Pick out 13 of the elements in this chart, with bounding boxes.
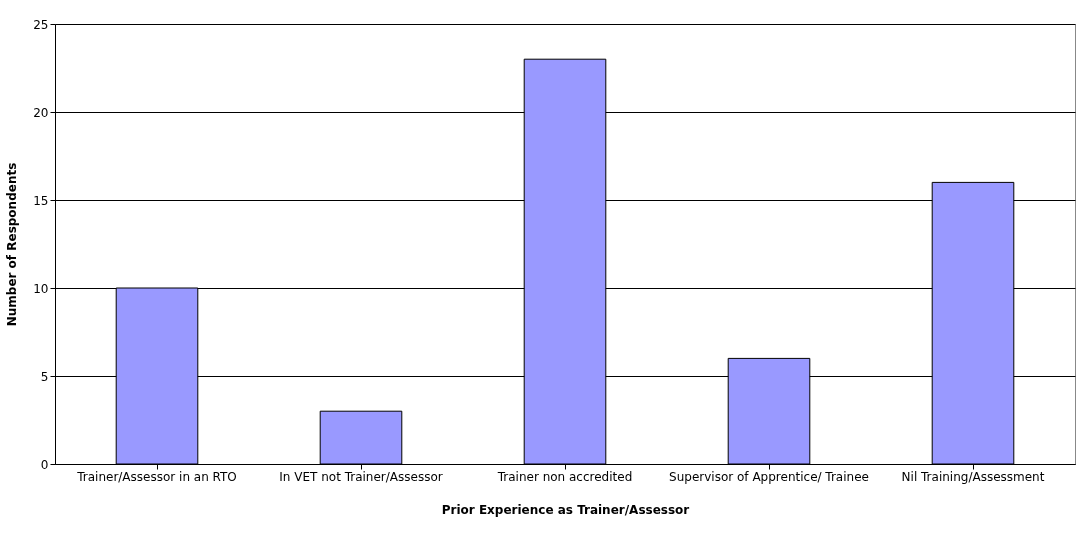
x-tick-label: Supervisor of Apprentice/ Trainee — [669, 469, 869, 484]
y-tick-label: 15 — [33, 193, 49, 208]
x-tick-label: Trainer/Assessor in an RTO — [76, 469, 237, 484]
y-axis-title: Number of Respondents — [5, 162, 20, 327]
y-tick-label: 5 — [40, 369, 49, 384]
x-tick-label: Trainer non accredited — [496, 469, 633, 484]
y-tick-label: 10 — [33, 281, 49, 296]
y-tick-label: 0 — [40, 457, 49, 472]
y-tick-label: 20 — [33, 105, 49, 120]
x-tick-label: Nil Training/Assessment — [901, 469, 1045, 484]
y-tick-label: 25 — [33, 17, 49, 32]
x-tick-label: In VET not Trainer/Assessor — [279, 469, 443, 484]
x-axis-title: Prior Experience as Trainer/Assessor — [441, 502, 690, 517]
